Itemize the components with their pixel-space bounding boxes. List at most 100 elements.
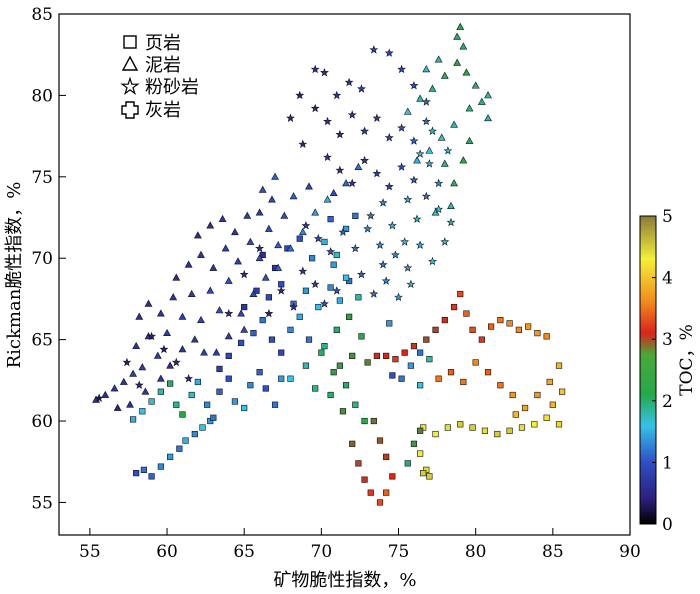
data-point-triangle bbox=[484, 113, 492, 122]
data-point-square bbox=[210, 414, 217, 421]
data-point-triangle bbox=[200, 348, 208, 356]
data-point-triangle bbox=[258, 185, 267, 193]
data-point-square bbox=[494, 430, 501, 438]
data-point-triangle bbox=[206, 221, 215, 229]
data-point-triangle bbox=[289, 192, 298, 200]
colorbar-tick-label: 5 bbox=[662, 207, 673, 227]
colorbar-tick-label: 4 bbox=[662, 269, 673, 289]
data-point-triangle bbox=[456, 22, 465, 30]
data-point-star bbox=[335, 165, 345, 175]
data-point-square bbox=[336, 362, 343, 369]
data-point-square bbox=[238, 339, 245, 346]
data-point-star bbox=[310, 279, 320, 288]
data-point-triangle bbox=[274, 263, 283, 271]
data-point-square bbox=[327, 391, 334, 399]
data-point-star bbox=[319, 67, 329, 77]
data-point-triangle bbox=[268, 195, 276, 203]
data-point-triangle bbox=[215, 306, 224, 314]
data-point-square bbox=[148, 473, 155, 480]
data-point-square bbox=[373, 352, 381, 360]
data-point-square bbox=[296, 235, 303, 242]
data-point-square bbox=[441, 316, 448, 324]
data-point-star bbox=[375, 240, 385, 250]
data-point-square bbox=[256, 369, 263, 376]
data-point-triangle bbox=[298, 227, 307, 236]
data-point-star bbox=[347, 178, 357, 188]
data-point-square bbox=[518, 424, 526, 431]
data-point-star bbox=[239, 269, 249, 279]
data-point-square bbox=[250, 330, 257, 337]
data-point-square bbox=[330, 369, 337, 376]
data-point-square bbox=[148, 398, 155, 405]
data-point-square bbox=[339, 408, 347, 415]
data-point-square bbox=[194, 378, 201, 386]
data-point-square bbox=[173, 401, 180, 408]
data-point-triangle bbox=[305, 182, 313, 190]
data-point-square bbox=[417, 450, 424, 457]
data-point-star bbox=[171, 357, 181, 367]
data-point-triangle bbox=[428, 84, 437, 92]
data-point-star bbox=[434, 204, 444, 214]
data-point-triangle bbox=[440, 71, 449, 79]
data-point-square bbox=[506, 427, 513, 434]
data-point-star bbox=[372, 113, 382, 123]
data-point-triangle bbox=[178, 312, 187, 320]
data-point-square bbox=[312, 385, 319, 392]
legend-item-limestone: 灰岩 bbox=[121, 100, 181, 121]
data-point-square bbox=[558, 388, 566, 395]
colorbar-tick-label: 1 bbox=[662, 453, 673, 473]
data-point-star bbox=[378, 260, 388, 269]
data-point-star bbox=[409, 175, 419, 184]
data-point-square bbox=[336, 297, 343, 304]
triangle-marker-icon bbox=[121, 55, 139, 71]
data-point-triangle bbox=[163, 328, 171, 337]
data-point-star bbox=[366, 211, 376, 220]
data-point-star bbox=[415, 149, 425, 158]
data-point-triangle bbox=[184, 260, 193, 268]
data-point-triangle bbox=[156, 309, 165, 317]
data-point-triangle bbox=[206, 286, 215, 294]
data-point-square bbox=[472, 359, 479, 366]
data-point-triangle bbox=[178, 345, 187, 353]
y-tick-label: 60 bbox=[31, 412, 53, 432]
data-point-square bbox=[296, 313, 303, 320]
data-point-star bbox=[421, 116, 431, 126]
data-point-square bbox=[469, 424, 476, 431]
data-point-triangle bbox=[197, 315, 205, 323]
data-point-square bbox=[531, 421, 538, 428]
data-point-star bbox=[326, 247, 336, 256]
data-point-square bbox=[302, 362, 310, 369]
data-point-triangle bbox=[110, 384, 119, 392]
data-point-square bbox=[417, 427, 424, 434]
data-point-square bbox=[225, 375, 232, 382]
data-point-square bbox=[140, 466, 147, 473]
data-point-star bbox=[323, 116, 332, 126]
data-point-triangle bbox=[243, 211, 252, 219]
data-point-square bbox=[389, 473, 396, 480]
data-point-square bbox=[435, 375, 442, 382]
data-point-square bbox=[543, 414, 550, 421]
data-point-square bbox=[241, 303, 248, 311]
data-point-star bbox=[184, 374, 193, 383]
data-point-triangle bbox=[129, 369, 137, 377]
data-point-star bbox=[384, 133, 394, 142]
square-marker-icon bbox=[123, 35, 137, 49]
data-point-square bbox=[321, 238, 328, 246]
data-point-star bbox=[369, 289, 379, 298]
data-point-star bbox=[387, 221, 397, 230]
data-point-star bbox=[122, 357, 132, 367]
data-point-star bbox=[332, 90, 342, 100]
data-point-triangle bbox=[459, 156, 468, 164]
data-point-square bbox=[265, 294, 272, 301]
data-point-triangle bbox=[453, 58, 462, 66]
data-point-star bbox=[397, 123, 407, 132]
plot-frame bbox=[58, 13, 631, 536]
data-point-square bbox=[497, 316, 504, 324]
data-point-triangle bbox=[422, 65, 431, 73]
colorbar-tick-label: 0 bbox=[662, 515, 673, 535]
data-point-star bbox=[409, 136, 419, 145]
data-point-star bbox=[335, 129, 345, 139]
data-point-triangle bbox=[447, 201, 455, 210]
data-point-square bbox=[555, 362, 563, 369]
data-point-star bbox=[363, 224, 373, 233]
